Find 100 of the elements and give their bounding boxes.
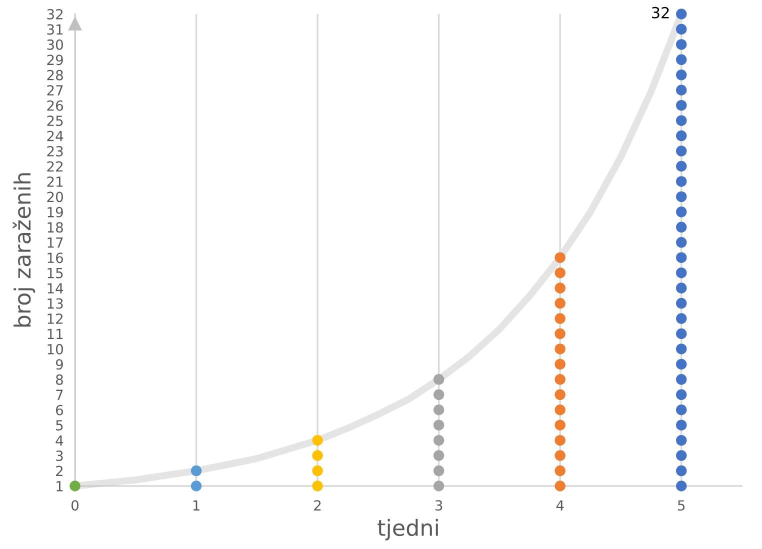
y-tick-label: 27 xyxy=(47,85,63,96)
point xyxy=(676,344,687,354)
y-tick-label: 12 xyxy=(48,313,62,324)
point xyxy=(190,480,202,492)
y-tick-label: 3 xyxy=(56,450,63,462)
y-tick-label: 13 xyxy=(48,298,63,309)
point xyxy=(676,146,687,156)
point xyxy=(554,404,566,416)
point xyxy=(433,434,444,446)
y-tick-label: 10 xyxy=(48,344,63,354)
point xyxy=(554,465,566,476)
point xyxy=(554,480,566,492)
point xyxy=(676,282,687,294)
y-tick-label: 21 xyxy=(47,176,63,187)
point xyxy=(554,328,566,340)
x-axis-title: tjedni xyxy=(378,518,438,540)
x-tick-label: 2 xyxy=(314,500,321,510)
point xyxy=(554,450,566,461)
point xyxy=(676,100,687,111)
y-tick-label: 9 xyxy=(56,359,63,370)
point xyxy=(676,24,687,35)
point xyxy=(676,176,687,187)
point xyxy=(676,130,687,142)
point xyxy=(676,420,687,430)
point xyxy=(554,374,566,385)
point xyxy=(676,313,687,324)
point xyxy=(676,328,687,340)
y-tick-label: 28 xyxy=(47,70,63,80)
y-tick-label: 32 xyxy=(47,8,62,20)
point xyxy=(433,404,444,416)
y-tick-label: 26 xyxy=(47,100,64,111)
point xyxy=(676,434,687,446)
y-tick-label: 17 xyxy=(48,238,63,248)
point xyxy=(676,389,687,400)
point xyxy=(433,450,444,461)
point xyxy=(676,450,687,461)
point xyxy=(554,434,566,446)
point xyxy=(676,465,687,476)
y-tick-label: 6 xyxy=(56,404,64,416)
annotation: 32 xyxy=(652,6,669,18)
point xyxy=(676,237,687,248)
y-tick-label: 8 xyxy=(56,374,63,385)
y-tick-label: 15 xyxy=(48,268,63,278)
x-tick-label: 3 xyxy=(435,500,442,511)
point xyxy=(554,420,566,430)
y-tick-label: 25 xyxy=(47,116,63,126)
y-axis-title: broj zaraženih xyxy=(12,173,36,327)
point xyxy=(554,298,566,309)
point xyxy=(676,84,687,96)
point xyxy=(676,222,687,233)
point xyxy=(676,160,687,172)
point xyxy=(676,252,687,263)
point xyxy=(312,465,323,476)
y-tick-label: 1 xyxy=(56,481,63,492)
point xyxy=(433,465,444,476)
x-tick-label: 4 xyxy=(556,500,564,510)
point xyxy=(433,420,444,430)
x-tick-label: 0 xyxy=(71,500,78,511)
point xyxy=(554,267,566,278)
point xyxy=(312,450,323,461)
point xyxy=(676,54,687,66)
y-tick-label: 18 xyxy=(48,222,63,233)
point xyxy=(676,115,687,126)
y-tick-label: 4 xyxy=(56,435,64,446)
point xyxy=(676,298,687,309)
point xyxy=(433,480,444,492)
point xyxy=(554,344,566,354)
point xyxy=(676,480,687,492)
y-tick-label: 20 xyxy=(47,192,63,202)
point xyxy=(676,39,687,50)
y-tick-label: 31 xyxy=(47,24,63,35)
point xyxy=(676,8,687,20)
y-tick-label: 29 xyxy=(47,54,63,66)
x-tick-label: 5 xyxy=(678,500,685,511)
y-tick-label: 11 xyxy=(48,328,63,340)
point xyxy=(312,434,323,446)
y-tick-label: 22 xyxy=(47,161,62,172)
point xyxy=(676,267,687,278)
point xyxy=(676,404,687,416)
point xyxy=(433,389,444,400)
y-tick-label: 7 xyxy=(56,390,63,400)
point xyxy=(676,206,687,218)
point xyxy=(554,358,566,370)
y-tick-label: 24 xyxy=(47,130,64,142)
y-tick-label: 19 xyxy=(48,206,63,218)
y-tick-label: 2 xyxy=(56,466,62,476)
point xyxy=(433,374,444,385)
point xyxy=(676,358,687,370)
y-tick-label: 5 xyxy=(56,420,63,431)
point xyxy=(312,480,323,492)
y-tick-label: 16 xyxy=(48,252,64,264)
point xyxy=(70,480,80,492)
point xyxy=(554,389,566,400)
point xyxy=(554,252,566,263)
point xyxy=(190,465,202,476)
point xyxy=(676,70,687,80)
y-tick-label: 14 xyxy=(48,283,64,294)
x-tick-label: 1 xyxy=(193,500,200,510)
point xyxy=(676,191,687,202)
y-tick-label: 30 xyxy=(47,39,63,50)
